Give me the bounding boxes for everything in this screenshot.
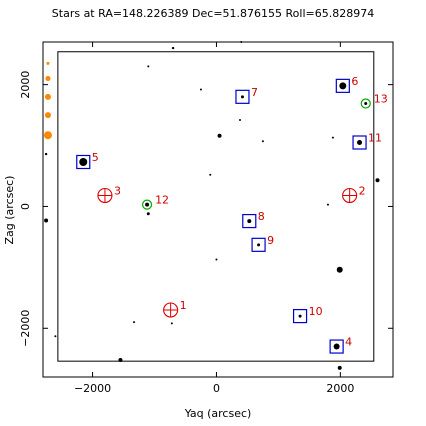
acq-label: 10 — [309, 305, 323, 318]
star-marker — [326, 203, 329, 206]
star-marker — [54, 335, 57, 338]
star-marker — [336, 266, 343, 273]
acq-label: 5 — [92, 151, 99, 164]
acq-label: 8 — [258, 210, 265, 223]
acq-label: 4 — [345, 336, 352, 349]
star-marker — [44, 152, 48, 156]
off-chip-star-marker — [44, 93, 51, 100]
y-axis-label: Zag (arcsec) — [3, 176, 16, 245]
star-marker — [364, 102, 368, 106]
star-marker — [339, 82, 347, 90]
guide-label: 13 — [374, 93, 388, 106]
star-marker — [238, 118, 241, 121]
star-marker — [44, 218, 49, 223]
acq-box — [242, 213, 257, 229]
guide-circle — [141, 199, 153, 210]
plot-frame — [42, 41, 394, 378]
star-marker — [217, 133, 222, 138]
y-tick-label: 2000 — [19, 71, 32, 99]
off-chip-star-marker — [46, 61, 50, 65]
star-marker — [240, 41, 243, 43]
fid-light-markers: 123 — [97, 184, 366, 318]
acq-label: 9 — [267, 234, 274, 247]
star-marker — [209, 173, 212, 176]
star-marker — [247, 219, 252, 224]
axis-ticks — [43, 42, 393, 377]
off-chip-star-marker — [43, 131, 52, 140]
star-marker — [215, 258, 218, 261]
acq-box — [251, 237, 266, 252]
x-tick-label: −2000 — [74, 382, 111, 395]
acq-box — [352, 135, 367, 150]
y-tick-label: 0 — [19, 203, 32, 210]
acq-box — [76, 154, 91, 170]
star-marker — [79, 157, 88, 166]
star-marker — [133, 321, 136, 324]
star-marker — [298, 314, 302, 318]
star-marker — [331, 136, 334, 139]
star-marker — [145, 202, 150, 207]
star-marker — [147, 65, 150, 68]
guide-circle — [360, 98, 371, 109]
guide-star-circles: 12 13 — [141, 93, 388, 210]
chart-title: Stars at RA=148.226389 Dec=51.876155 Rol… — [52, 7, 374, 20]
star-marker — [240, 95, 244, 99]
acq-label: 7 — [251, 86, 258, 99]
guide-label: 12 — [155, 194, 169, 207]
star-marker — [261, 140, 264, 143]
off-chip-star-markers — [43, 61, 52, 140]
tick-labels: −2000 0 2000 −2000 0 2000 — [19, 71, 354, 395]
star-markers — [44, 41, 380, 370]
star-marker — [118, 357, 123, 362]
x-tick-label: 2000 — [326, 382, 354, 395]
star-marker — [337, 365, 342, 370]
star-marker — [199, 88, 202, 91]
x-tick-label: 0 — [213, 382, 220, 395]
star-marker — [146, 212, 150, 216]
x-axis-label: Yaq (arcsec) — [184, 407, 252, 420]
fid-label: 1 — [180, 299, 187, 312]
acq-star-boxes: 5 6 7 89 10 11 4 — [76, 75, 382, 354]
star-marker — [171, 46, 175, 50]
y-tick-label: −2000 — [19, 310, 32, 347]
star-marker — [333, 343, 340, 350]
acq-label: 6 — [351, 75, 358, 88]
ccd-boundary — [57, 51, 375, 362]
off-chip-star-marker — [44, 112, 51, 119]
star-marker — [170, 322, 173, 325]
star-marker — [375, 178, 380, 183]
acq-box — [335, 78, 350, 93]
acq-label: 11 — [368, 132, 382, 145]
star-marker — [257, 243, 261, 247]
fid-label: 2 — [359, 184, 366, 197]
off-chip-star-marker — [45, 76, 51, 82]
acq-box — [235, 89, 250, 104]
star-marker — [357, 140, 363, 145]
fid-label: 3 — [114, 184, 121, 197]
acq-box — [292, 308, 308, 324]
acq-box — [329, 339, 344, 354]
